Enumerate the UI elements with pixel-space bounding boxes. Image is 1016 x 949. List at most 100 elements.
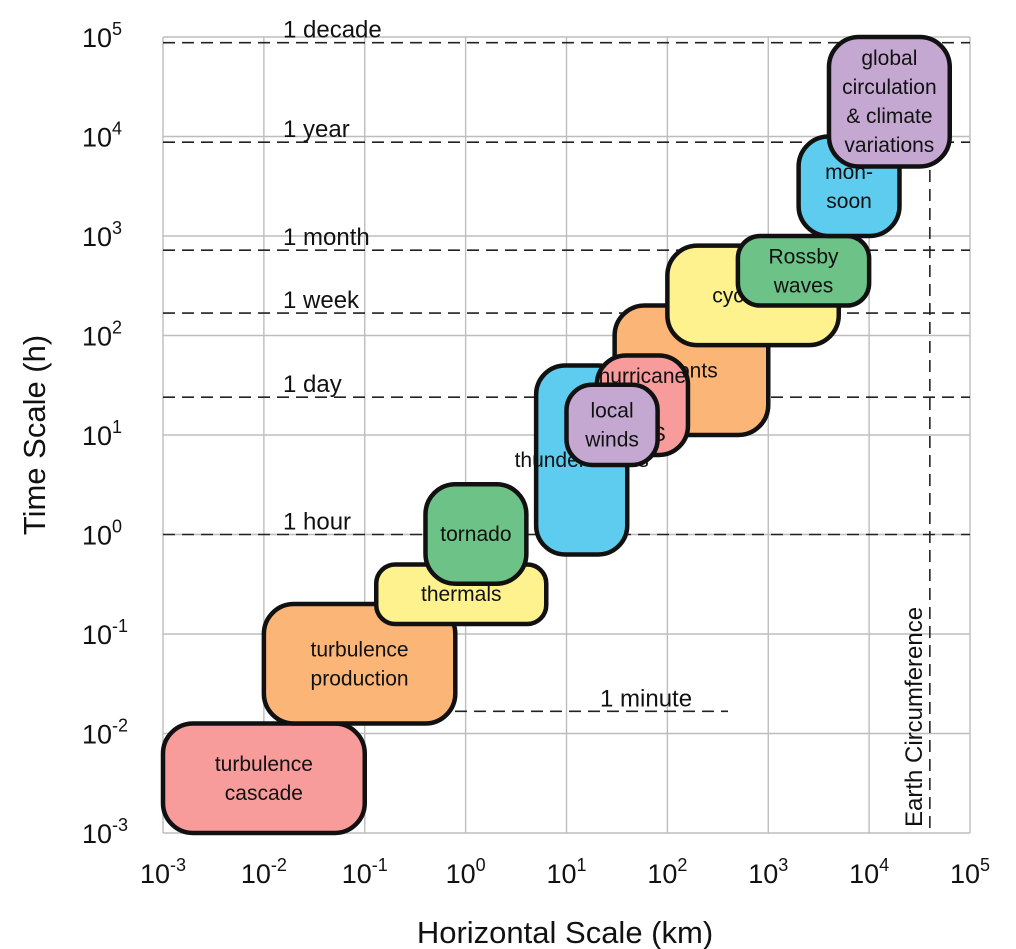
time-reference-label: 1 day (283, 371, 342, 398)
phenomenon-box (160, 721, 367, 836)
phenomenon-label: global circulation & climate variations (842, 47, 937, 157)
phenomenon-box (735, 233, 872, 308)
phenomenon-label-line: thermals (421, 583, 502, 606)
earth-circumference-label: Earth Circumference (901, 607, 928, 827)
x-tick-label: 101 (546, 855, 586, 889)
phenomenon-rossby-waves: Rossby waves (735, 233, 872, 308)
x-tick-exponent: -2 (271, 855, 287, 875)
x-tick-label: 10-1 (342, 855, 388, 889)
phenomenon-label-line: circulation (842, 76, 937, 99)
x-tick-label: 102 (647, 855, 687, 889)
phenomenon-label-line: variations (844, 134, 934, 157)
phenomenon-box (423, 481, 529, 586)
time-reference-label: 1 minute (600, 685, 692, 712)
y-tick-base: 10 (82, 123, 112, 153)
phenomenon-label: turbulence production (311, 638, 409, 690)
y-tick-label: 102 (82, 318, 122, 352)
y-tick-base: 10 (82, 23, 112, 53)
time-reference-label: 1 month (283, 224, 370, 251)
y-tick-label: 10-3 (82, 815, 128, 849)
phenomenon-label-line: production (311, 667, 409, 690)
phenomenon-label-line: soon (826, 190, 872, 213)
y-tick-exponent: 2 (112, 318, 122, 338)
time-reference-label: 1 week (283, 287, 360, 314)
time-reference-label: 1 year (283, 116, 350, 143)
phenomenon-label-line: hurricane (599, 365, 687, 388)
x-tick-base: 10 (241, 859, 271, 889)
phenomenon-box (261, 601, 458, 726)
phenomenon-label: local winds (584, 399, 639, 451)
phenomenon-turbulence-production: turbulence production (261, 601, 458, 726)
y-tick-label: 104 (82, 119, 122, 153)
x-tick-label: 10-2 (241, 855, 287, 889)
y-tick-exponent: -3 (112, 815, 128, 835)
x-tick-base: 10 (446, 859, 476, 889)
phenomenon-label-line: waves (773, 274, 834, 297)
x-tick-base: 10 (748, 859, 778, 889)
phenomenon-local-winds: local winds (564, 382, 660, 468)
phenomenon-label-line: global (861, 47, 917, 70)
phenomenon-label: tornado (440, 523, 511, 546)
axis-ticks: 10-3 10-2 10-1 100 101 102 103 104 10510-310-210… (82, 19, 990, 889)
y-tick-label: 100 (82, 517, 122, 551)
phenomenon-box (564, 382, 660, 468)
y-tick-base: 10 (82, 720, 112, 750)
y-tick-label: 103 (82, 218, 122, 252)
x-tick-exponent: 1 (577, 855, 587, 875)
y-tick-exponent: 4 (112, 119, 122, 139)
x-tick-base: 10 (140, 859, 170, 889)
phenomenon-label: turbulence cascade (215, 753, 313, 805)
x-tick-base: 10 (342, 859, 372, 889)
phenomenon-label-line: turbulence (215, 753, 313, 776)
y-tick-exponent: -1 (112, 616, 128, 636)
x-tick-base: 10 (546, 859, 576, 889)
x-tick-base: 10 (849, 859, 879, 889)
y-tick-label: 10-1 (82, 616, 128, 650)
phenomenon-label-line: turbulence (311, 638, 409, 661)
x-tick-exponent: 0 (476, 855, 486, 875)
phenomenon-tornado: tornado (423, 481, 529, 586)
x-tick-exponent: 4 (879, 855, 889, 875)
phenomenon-label-line: Rossby (768, 245, 839, 268)
phenomenon-global-circulation-climate-variations: global circulation & climate variations (826, 34, 953, 169)
x-tick-exponent: 2 (677, 855, 687, 875)
phenomenon-label: Rossby waves (768, 245, 839, 297)
phenomenon-label-line: cascade (225, 782, 303, 805)
y-tick-label: 105 (82, 19, 122, 53)
phenomenon-label-line: & climate (846, 105, 932, 128)
y-axis-title: Time Scale (h) (17, 335, 52, 535)
y-tick-exponent: 0 (112, 517, 122, 537)
y-tick-label: 10-2 (82, 716, 128, 750)
y-tick-exponent: 5 (112, 19, 122, 39)
phenomenon-label: thermals (421, 583, 502, 606)
y-tick-base: 10 (82, 521, 112, 551)
y-tick-base: 10 (82, 222, 112, 252)
x-tick-exponent: -1 (372, 855, 388, 875)
y-tick-base: 10 (82, 421, 112, 451)
time-reference-label: 1 decade (283, 17, 382, 44)
y-tick-base: 10 (82, 819, 112, 849)
x-tick-exponent: 3 (778, 855, 788, 875)
phenomenon-box (826, 34, 953, 169)
y-tick-exponent: 3 (112, 218, 122, 238)
phenomena-boxes: turbulence cascade turbulence production the… (160, 34, 953, 836)
time-reference-label: 1 hour (283, 509, 351, 536)
x-tick-exponent: -3 (170, 855, 186, 875)
phenomenon-turbulence-cascade: turbulence cascade (160, 721, 367, 836)
x-tick-label: 100 (446, 855, 486, 889)
x-tick-exponent: 5 (980, 855, 990, 875)
x-tick-label: 10-3 (140, 855, 186, 889)
y-tick-exponent: -2 (112, 716, 128, 736)
x-tick-label: 103 (748, 855, 788, 889)
y-tick-base: 10 (82, 322, 112, 352)
phenomenon-label-line: tornado (440, 523, 511, 546)
phenomenon-label-line: local (590, 399, 633, 422)
x-tick-label: 105 (950, 855, 990, 889)
y-tick-exponent: 1 (112, 417, 122, 437)
x-axis-title: Horizontal Scale (km) (417, 915, 713, 949)
x-tick-base: 10 (647, 859, 677, 889)
x-tick-label: 104 (849, 855, 889, 889)
phenomenon-label-line: winds (584, 428, 639, 451)
y-tick-base: 10 (82, 620, 112, 650)
